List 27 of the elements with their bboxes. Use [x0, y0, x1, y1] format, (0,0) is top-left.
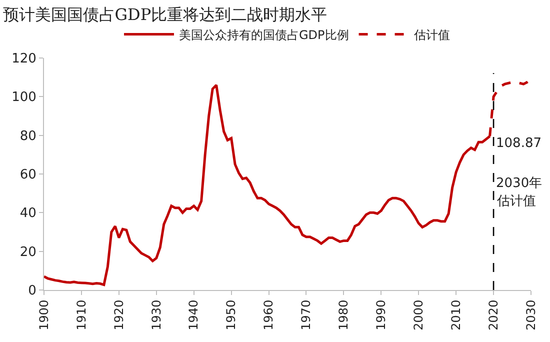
x-tick-label: 2020 [486, 300, 500, 330]
chart-title: 预计美国国债占GDP比重将达到二战时期水平 [2, 4, 328, 24]
y-tick-label: 100 [12, 90, 36, 106]
annotation: 2030年 [496, 176, 542, 191]
x-tick-label: 1950 [224, 300, 238, 330]
x-tick-label: 2010 [448, 300, 463, 330]
y-tick-label: 80 [20, 128, 36, 144]
x-tick-label: 1920 [112, 300, 126, 330]
annotation: 108.87 [496, 136, 542, 151]
y-tick-label: 0 [28, 284, 36, 299]
y-tick-label: 20 [20, 244, 36, 260]
x-tick-label: 1910 [74, 300, 88, 330]
legend-label: 估计值 [412, 28, 450, 42]
x-tick-label: 1900 [36, 300, 51, 330]
x-tick-label: 2000 [412, 300, 426, 330]
x-tick-label: 1930 [149, 300, 164, 330]
x-tick-label: 1970 [299, 300, 314, 330]
x-tick-label: 1960 [262, 300, 276, 330]
x-tick-label: 1990 [374, 300, 388, 330]
legend-label: 美国公众持有的国债占GDP比例 [179, 28, 349, 42]
y-tick-label: 40 [20, 206, 36, 222]
x-tick-label: 2030 [524, 300, 538, 330]
y-tick-label: 120 [12, 52, 36, 67]
y-tick-label: 60 [20, 168, 36, 183]
x-tick-label: 1940 [186, 300, 201, 330]
x-tick-label: 1980 [336, 300, 351, 330]
annotation: 估计值 [496, 194, 536, 209]
